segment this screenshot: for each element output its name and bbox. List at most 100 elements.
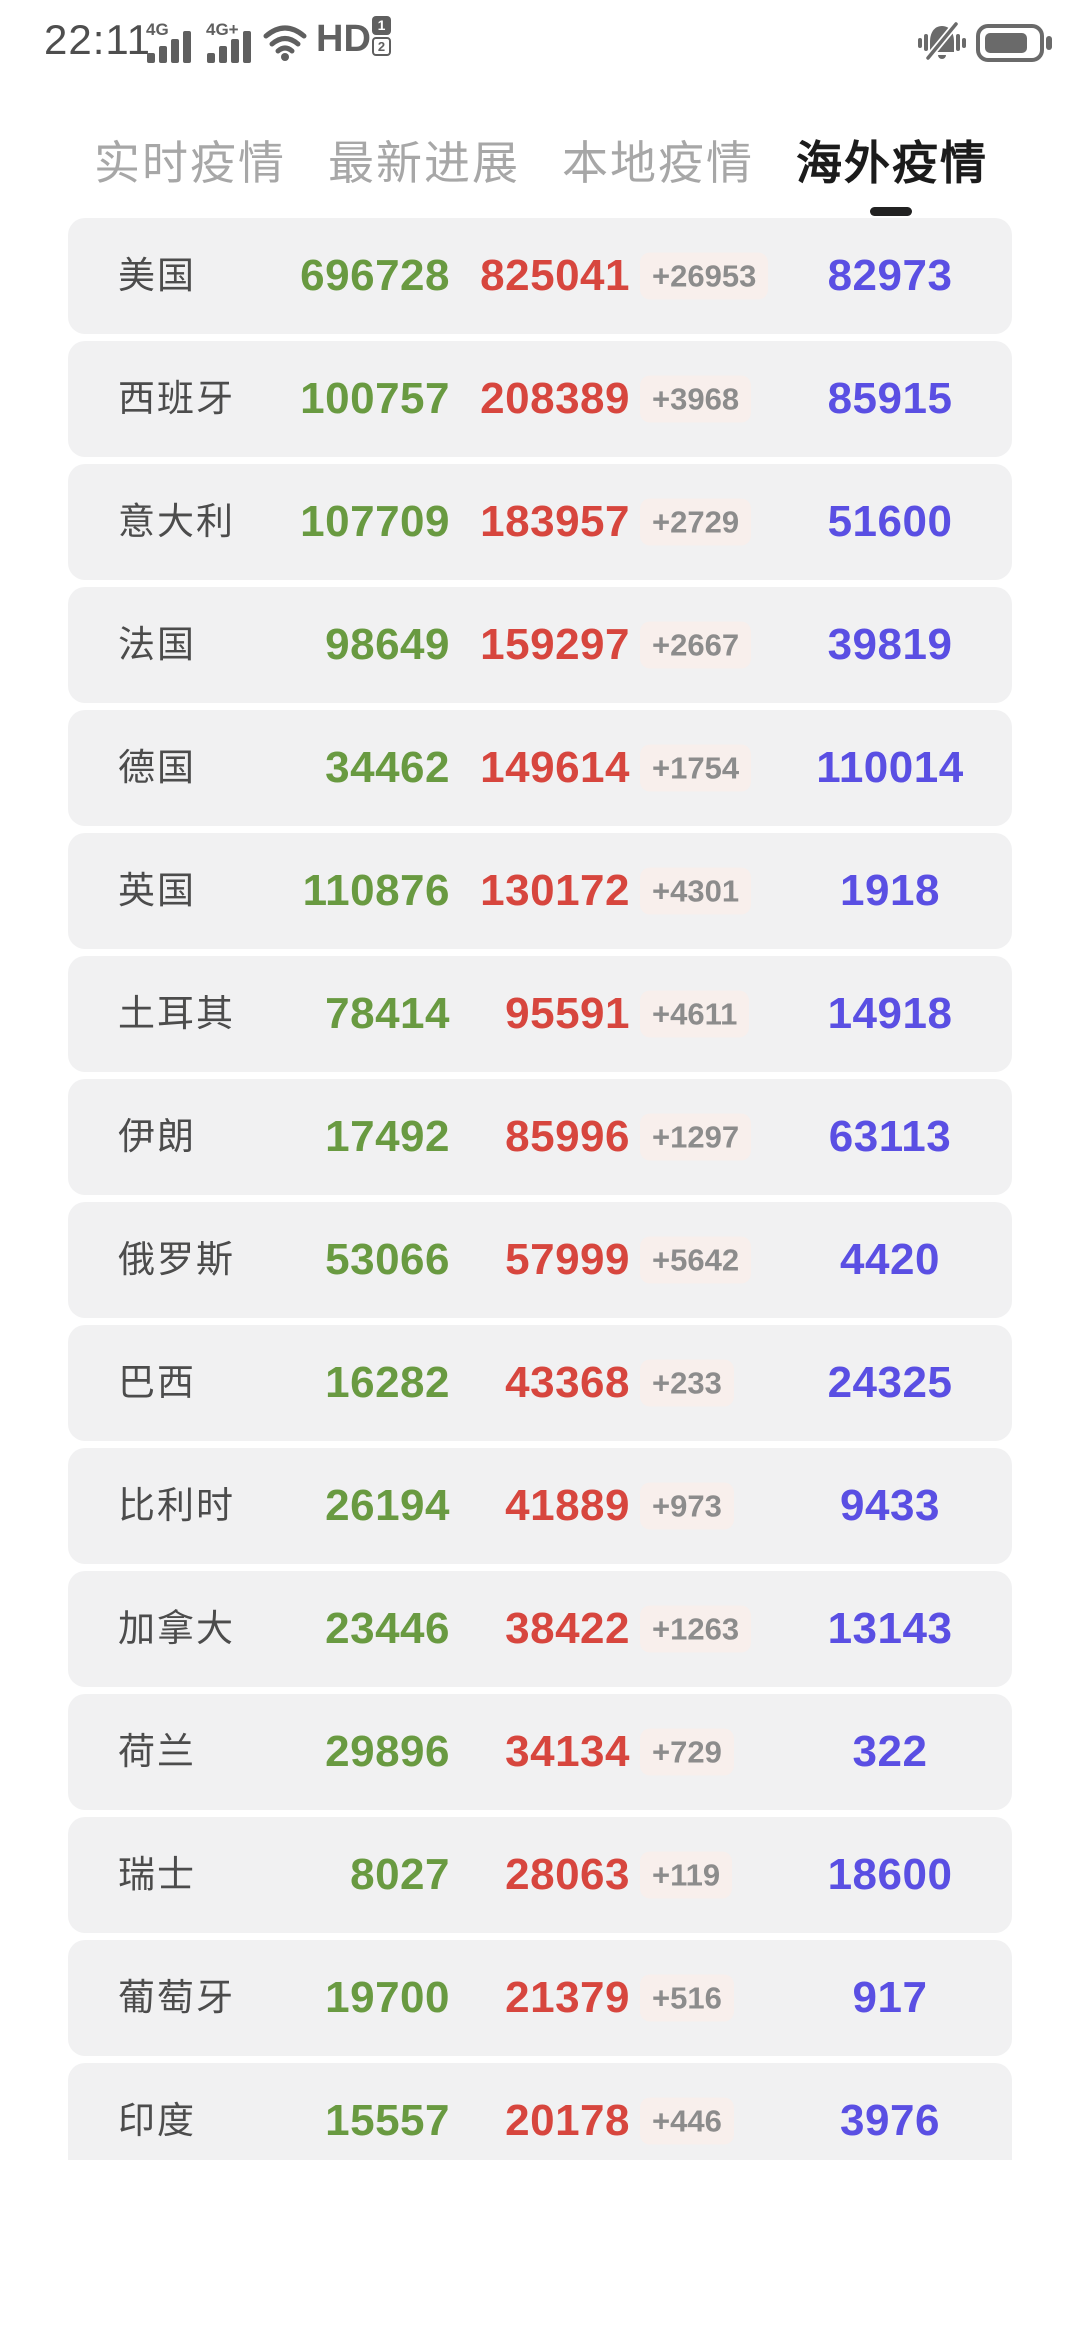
- existing-cases-value: 696728: [300, 251, 450, 300]
- table-row[interactable]: 俄罗斯 53066 57999 +5642 4420: [68, 1202, 1012, 1318]
- existing-cases-value: 34462: [325, 743, 450, 792]
- tab-latest-progress[interactable]: 最新进展: [328, 137, 520, 189]
- signal-4g-icon: 4G: [146, 20, 191, 63]
- new-cases-badge: +119: [640, 1851, 733, 1899]
- new-cases-badge: +2667: [640, 621, 752, 669]
- existing-cases-value: 29896: [325, 1727, 450, 1776]
- confirmed-cases-value: 57999: [505, 1235, 630, 1284]
- table-row[interactable]: 西班牙 100757 208389 +3968 85915: [68, 341, 1012, 457]
- confirmed-cases-value: 28063: [505, 1850, 630, 1899]
- country-name: 比利时: [118, 1485, 235, 1526]
- table-row[interactable]: 土耳其 78414 95591 +4611 14918: [68, 956, 1012, 1072]
- existing-cases-value: 16282: [325, 1358, 450, 1407]
- country-name: 西班牙: [118, 378, 235, 419]
- clock: 22:11: [44, 16, 151, 63]
- existing-cases-value: 110876: [302, 866, 450, 915]
- table-row[interactable]: 葡萄牙 19700 21379 +516 917: [68, 1940, 1012, 2056]
- mute-bell-icon: [918, 22, 966, 61]
- confirmed-cases-value: 38422: [505, 1604, 630, 1653]
- country-name: 葡萄牙: [118, 1977, 235, 2018]
- confirmed-cases-value: 21379: [505, 1973, 630, 2022]
- confirmed-cases-value: 149614: [480, 743, 630, 792]
- existing-cases-value: 100757: [300, 374, 450, 423]
- cured-cases-value: 63113: [828, 1112, 952, 1161]
- table-row[interactable]: 加拿大 23446 38422 +1263 13143: [68, 1571, 1012, 1687]
- cured-cases-value: 110014: [816, 743, 964, 792]
- confirmed-cases-value: 85996: [505, 1112, 630, 1161]
- new-cases-badge: +3968: [640, 375, 752, 423]
- confirmed-cases-value: 43368: [505, 1358, 630, 1407]
- cured-cases-value: 13143: [827, 1604, 953, 1653]
- hd-volte-label: HD: [316, 18, 371, 60]
- confirmed-cases-value: 34134: [505, 1727, 630, 1776]
- new-cases-badge: +4611: [640, 990, 750, 1038]
- new-cases-badge: +4301: [640, 867, 752, 915]
- active-tab-indicator: [870, 207, 912, 216]
- status-bar: 22:11 4G 4G+ HD 1 2: [0, 0, 1080, 78]
- tab-bar: 实时疫情 最新进展 本地疫情 海外疫情: [0, 112, 1080, 208]
- cured-cases-value: 18600: [827, 1850, 953, 1899]
- existing-cases-value: 78414: [325, 989, 450, 1038]
- country-name: 荷兰: [118, 1731, 196, 1772]
- existing-cases-value: 107709: [300, 497, 450, 546]
- confirmed-cases-value: 95591: [505, 989, 630, 1038]
- confirmed-cases-value: 130172: [480, 866, 630, 915]
- table-row[interactable]: 巴西 16282 43368 +233 24325: [68, 1325, 1012, 1441]
- tab-overseas[interactable]: 海外疫情: [796, 137, 988, 189]
- existing-cases-value: 19700: [325, 1973, 450, 2022]
- table-row[interactable]: 荷兰 29896 34134 +729 322: [68, 1694, 1012, 1810]
- table-row[interactable]: 英国 110876 130172 +4301 1918: [68, 833, 1012, 949]
- wifi-icon: [263, 25, 307, 61]
- sim1-badge: 1: [372, 16, 391, 35]
- cured-cases-value: 24325: [827, 1358, 953, 1407]
- signal-4gplus-icon: 4G+: [206, 20, 251, 63]
- country-name: 瑞士: [118, 1854, 196, 1895]
- cured-cases-value: 39819: [827, 620, 953, 669]
- new-cases-badge: +5642: [640, 1236, 752, 1284]
- sim-badges: 1 2: [372, 16, 392, 56]
- country-name: 美国: [118, 255, 196, 296]
- confirmed-cases-value: 208389: [480, 374, 630, 423]
- tab-local[interactable]: 本地疫情: [562, 137, 754, 189]
- confirmed-cases-value: 20178: [505, 2096, 630, 2145]
- existing-cases-value: 53066: [325, 1235, 450, 1284]
- cured-cases-value: 85915: [827, 374, 953, 423]
- country-name: 意大利: [118, 501, 235, 542]
- new-cases-badge: +973: [640, 1482, 734, 1530]
- new-cases-badge: +729: [640, 1728, 734, 1776]
- table-row[interactable]: 美国 696728 825041 +26953 82973: [68, 218, 1012, 334]
- country-name: 俄罗斯: [118, 1239, 235, 1280]
- tab-realtime[interactable]: 实时疫情: [94, 137, 286, 189]
- existing-cases-value: 26194: [325, 1481, 450, 1530]
- cured-cases-value: 1918: [840, 866, 940, 915]
- new-cases-badge: +233: [640, 1359, 734, 1407]
- country-name: 德国: [118, 747, 196, 788]
- country-name: 巴西: [118, 1362, 196, 1403]
- cured-cases-value: 322: [852, 1727, 928, 1776]
- table-row[interactable]: 伊朗 17492 85996 +1297 63113: [68, 1079, 1012, 1195]
- table-row[interactable]: 比利时 26194 41889 +973 9433: [68, 1448, 1012, 1564]
- new-cases-badge: +516: [640, 1974, 734, 2022]
- existing-cases-value: 8027: [350, 1850, 450, 1899]
- table-row[interactable]: 印度 15557 20178 +446 3976: [68, 2063, 1012, 2179]
- confirmed-cases-value: 159297: [480, 620, 630, 669]
- new-cases-badge: +1297: [640, 1113, 752, 1161]
- confirmed-cases-value: 183957: [480, 497, 630, 546]
- existing-cases-value: 15557: [325, 2096, 450, 2145]
- bottom-nav-bar: 新冠肺炎疫... 消费日曝: [0, 2160, 1080, 2340]
- table-row[interactable]: 意大利 107709 183957 +2729 51600: [68, 464, 1012, 580]
- country-name: 印度: [118, 2100, 196, 2141]
- cured-cases-value: 3976: [840, 2096, 940, 2145]
- table-row[interactable]: 德国 34462 149614 +1754 110014: [68, 710, 1012, 826]
- cured-cases-value: 4420: [840, 1235, 940, 1284]
- confirmed-cases-value: 825041: [480, 251, 630, 300]
- country-name: 土耳其: [118, 993, 235, 1034]
- existing-cases-value: 98649: [325, 620, 450, 669]
- sim2-badge: 2: [372, 37, 391, 56]
- new-cases-badge: +2729: [640, 498, 752, 546]
- table-row[interactable]: 法国 98649 159297 +2667 39819: [68, 587, 1012, 703]
- table-row[interactable]: 瑞士 8027 28063 +119 18600: [68, 1817, 1012, 1933]
- cured-cases-value: 14918: [827, 989, 953, 1038]
- confirmed-cases-value: 41889: [505, 1481, 630, 1530]
